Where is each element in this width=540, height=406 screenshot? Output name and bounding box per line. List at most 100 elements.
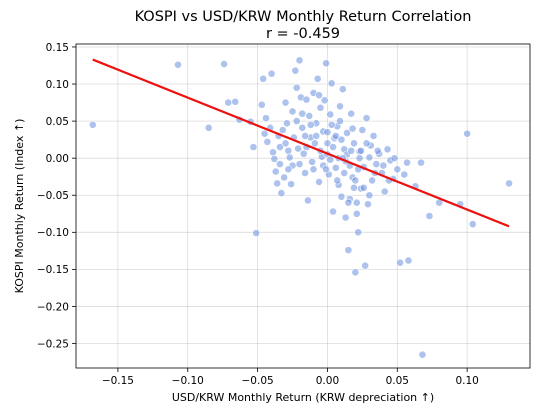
x-tick-label: −0.05 bbox=[242, 375, 274, 387]
data-point bbox=[352, 198, 361, 207]
data-point bbox=[309, 165, 318, 174]
grid bbox=[76, 44, 530, 368]
data-point bbox=[359, 183, 368, 192]
data-point bbox=[390, 154, 399, 163]
data-point bbox=[299, 149, 308, 158]
data-point bbox=[294, 144, 303, 153]
data-point bbox=[347, 146, 356, 155]
x-axis-label: USD/KRW Monthly Return (KRW depreciation… bbox=[172, 391, 434, 404]
data-point bbox=[365, 153, 374, 162]
data-point bbox=[343, 129, 351, 137]
data-point bbox=[357, 146, 365, 155]
data-point bbox=[315, 178, 323, 186]
data-point bbox=[344, 198, 353, 207]
y-tick-label: 0.05 bbox=[46, 116, 69, 128]
data-point bbox=[354, 228, 363, 237]
data-point bbox=[285, 153, 294, 162]
data-point bbox=[88, 120, 97, 129]
data-point bbox=[365, 191, 374, 200]
trend-line-path bbox=[92, 58, 510, 228]
data-point bbox=[322, 165, 330, 174]
data-point bbox=[373, 146, 382, 155]
data-point bbox=[270, 155, 279, 163]
x-tick-label: 0.05 bbox=[386, 375, 409, 387]
data-point bbox=[351, 176, 360, 185]
data-point bbox=[308, 157, 316, 166]
data-point bbox=[263, 137, 272, 146]
data-point bbox=[380, 187, 389, 196]
data-point bbox=[291, 66, 300, 75]
data-point bbox=[252, 229, 261, 237]
data-point bbox=[336, 117, 344, 126]
data-point bbox=[327, 79, 336, 88]
data-point bbox=[404, 256, 413, 265]
data-point bbox=[174, 60, 182, 69]
data-point bbox=[220, 60, 228, 68]
data-point bbox=[362, 114, 371, 123]
data-point bbox=[350, 139, 358, 148]
data-point bbox=[337, 135, 346, 144]
data-point bbox=[320, 96, 329, 105]
data-point bbox=[259, 74, 268, 83]
data-point bbox=[331, 163, 340, 172]
data-point bbox=[372, 160, 381, 169]
data-point bbox=[283, 119, 291, 128]
data-point bbox=[355, 154, 364, 163]
chart-title: KOSPI vs USD/KRW Monthly Return Correlat… bbox=[135, 9, 472, 25]
data-point bbox=[231, 97, 240, 106]
data-point bbox=[352, 209, 361, 218]
data-point bbox=[369, 132, 378, 140]
data-point bbox=[315, 91, 323, 100]
data-point bbox=[403, 158, 411, 167]
data-point bbox=[331, 132, 340, 140]
y-tick-label: 0.10 bbox=[46, 79, 69, 91]
data-point bbox=[310, 139, 319, 148]
data-point bbox=[383, 145, 392, 154]
data-point bbox=[298, 109, 307, 118]
data-point bbox=[280, 173, 289, 182]
data-point bbox=[276, 160, 284, 169]
data-point bbox=[341, 213, 350, 222]
data-point bbox=[333, 176, 342, 185]
data-point bbox=[284, 165, 293, 174]
data-point bbox=[306, 120, 315, 129]
data-point bbox=[379, 161, 388, 170]
data-point bbox=[302, 95, 311, 104]
data-point bbox=[298, 123, 307, 132]
data-point bbox=[417, 158, 425, 167]
data-point bbox=[396, 258, 404, 267]
y-tick-label: 0.00 bbox=[46, 153, 69, 165]
x-axis-ticks: −0.15 −0.10 −0.05 0.00 0.05 0.10 bbox=[102, 368, 479, 387]
data-points bbox=[88, 56, 513, 359]
data-point bbox=[305, 112, 314, 120]
data-point bbox=[204, 123, 213, 132]
data-point bbox=[393, 165, 402, 174]
y-tick-label: 0.15 bbox=[46, 42, 69, 54]
data-point bbox=[368, 176, 377, 185]
data-point bbox=[348, 124, 357, 133]
data-point bbox=[288, 107, 297, 116]
x-tick-label: −0.15 bbox=[102, 375, 134, 387]
data-point bbox=[295, 56, 304, 65]
data-point bbox=[351, 268, 360, 277]
data-point bbox=[329, 207, 337, 216]
trend-line bbox=[92, 58, 510, 228]
data-point bbox=[364, 200, 372, 209]
data-point bbox=[362, 139, 371, 148]
data-point bbox=[262, 114, 270, 123]
data-point bbox=[327, 120, 336, 129]
y-tick-label: −0.10 bbox=[37, 227, 69, 239]
x-tick-label: 0.10 bbox=[455, 375, 478, 387]
x-tick-label: −0.10 bbox=[172, 375, 204, 387]
data-point bbox=[303, 196, 312, 205]
y-tick-label: −0.05 bbox=[37, 190, 69, 202]
plot-frame bbox=[75, 43, 531, 369]
data-point bbox=[323, 139, 332, 148]
data-point bbox=[271, 167, 280, 176]
data-point bbox=[505, 179, 513, 188]
y-axis-label: KOSPI Monthly Return (Index ↑) bbox=[13, 119, 26, 294]
chart-subtitle: r = -0.459 bbox=[266, 26, 340, 42]
data-point bbox=[295, 160, 304, 169]
data-point bbox=[358, 126, 367, 134]
